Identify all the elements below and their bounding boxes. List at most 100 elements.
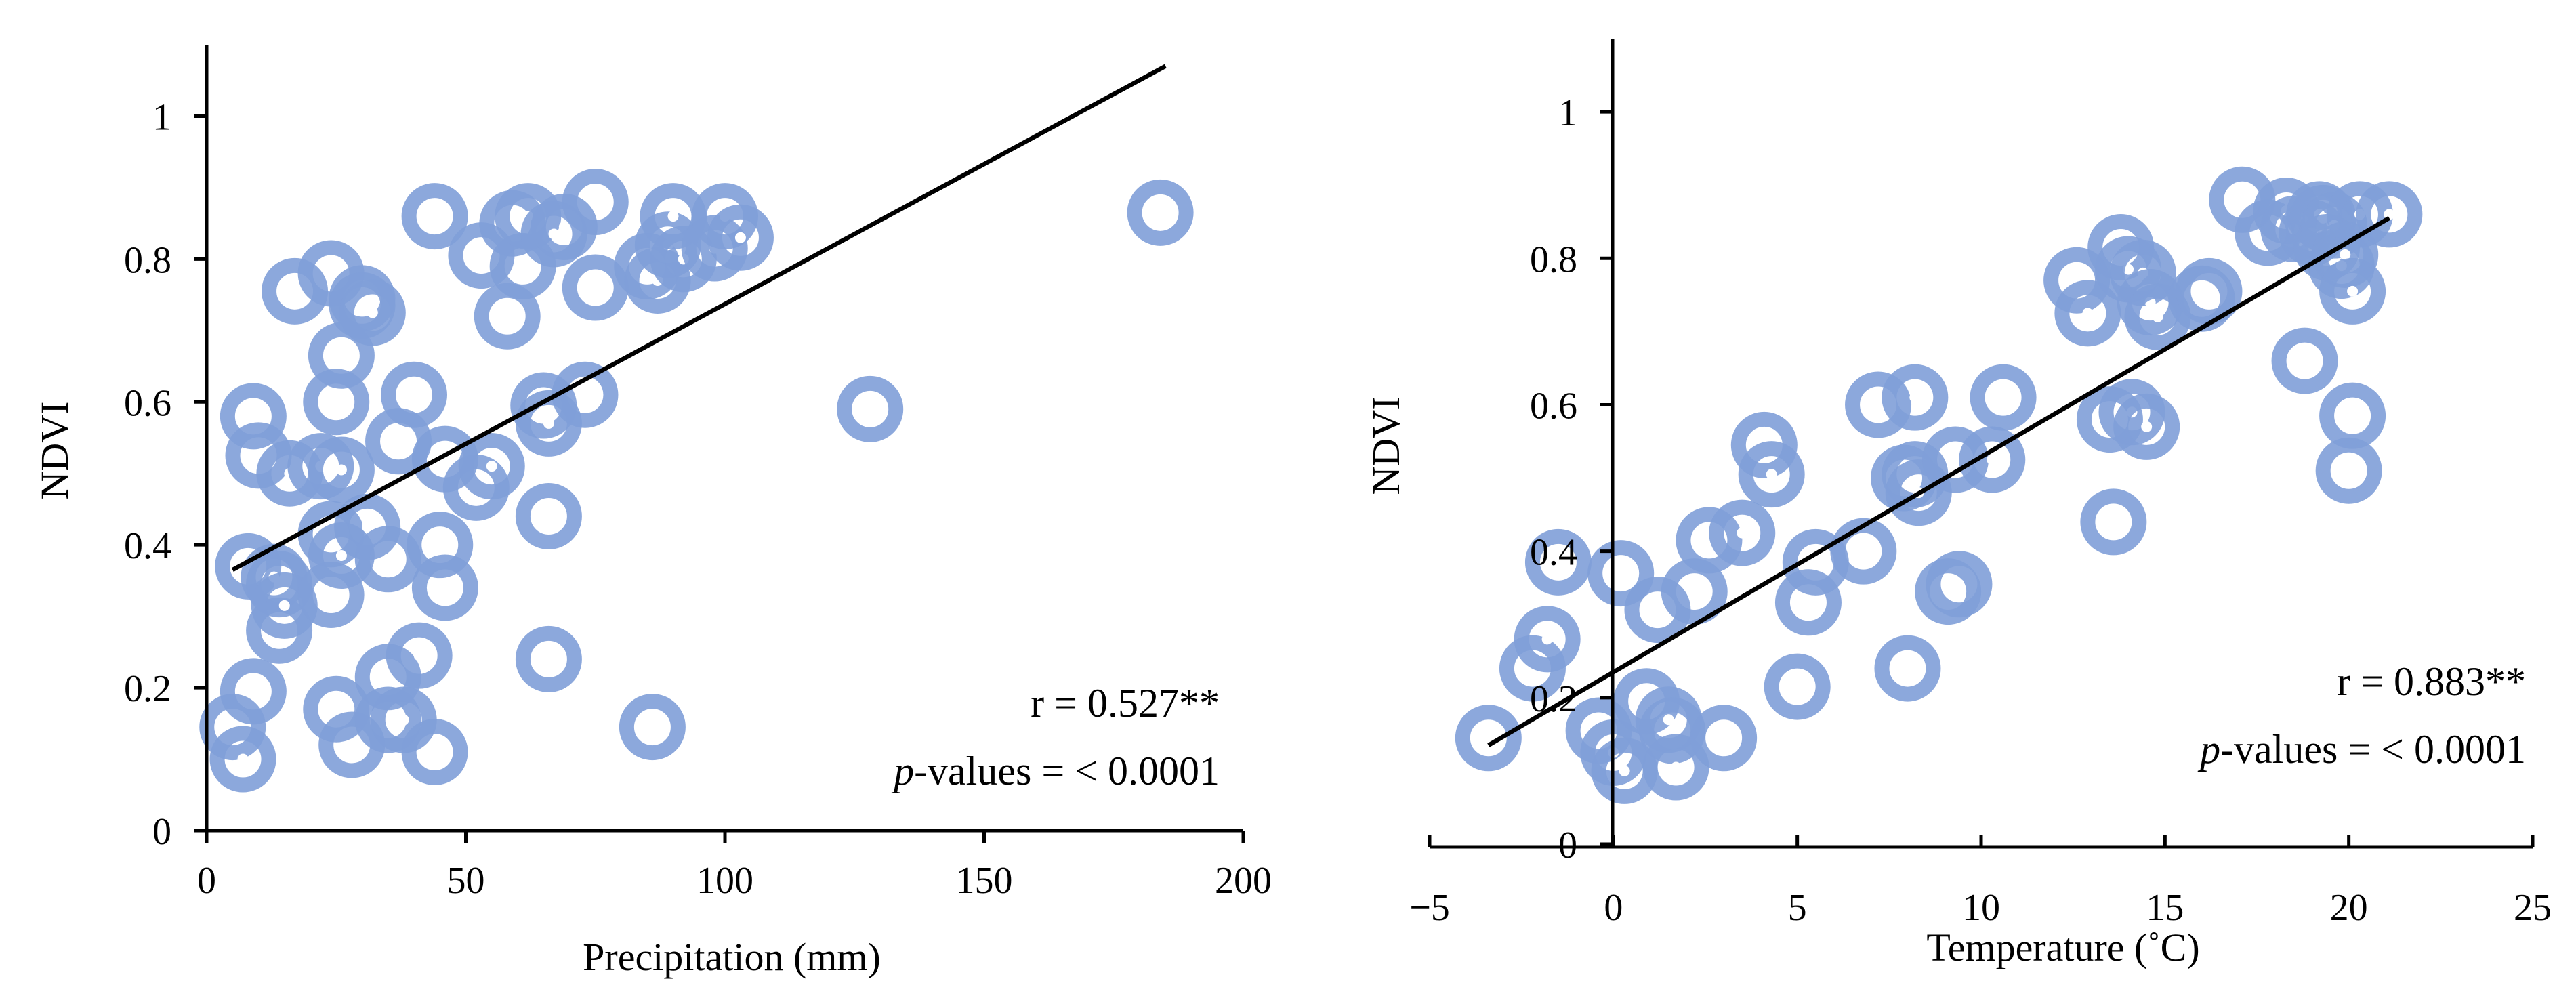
temperature-point-center — [2196, 293, 2207, 304]
precipitation-point — [1127, 179, 1194, 246]
temperature-point — [1874, 635, 1941, 702]
temperature-point — [2054, 280, 2121, 347]
precipitation-point-center — [434, 539, 446, 551]
temperature-point-center — [1943, 586, 1954, 598]
temperature-y-axis-title: NDVI — [1364, 397, 1408, 495]
temperature-point-center — [1791, 681, 1803, 692]
temperature-r-value: r = 0.883** — [2337, 659, 2526, 704]
precipitation-y-tick-label: 1 — [152, 96, 171, 138]
temperature-point — [1926, 551, 1993, 618]
precipitation-point — [220, 383, 287, 450]
temperature-point-center — [2141, 421, 2153, 432]
precipitation-point-center — [335, 350, 347, 361]
temperature-point-ring — [1709, 499, 1776, 566]
temperature-point-ring — [1587, 540, 1655, 607]
temperature-point-center — [1652, 604, 1663, 616]
precipitation-point-ring — [707, 204, 774, 271]
precipitation-point-ring — [458, 433, 525, 500]
temperature-point-center — [1873, 399, 1884, 411]
temperature-point-ring — [2080, 488, 2147, 556]
precipitation-point-center — [331, 703, 342, 715]
precipitation-point-center — [335, 464, 347, 476]
precipitation-point-center — [247, 411, 259, 422]
temperature-point-center — [1802, 597, 1814, 608]
temperature-point-center — [1953, 579, 1965, 590]
temperature-point-ring — [1676, 507, 1743, 574]
temperature-point-center — [2340, 249, 2351, 260]
temperature-y-tick-label: 1 — [1558, 92, 1577, 134]
temperature-point-center — [2237, 194, 2248, 205]
precipitation-point-ring — [220, 383, 287, 450]
precipitation-point-center — [558, 221, 570, 232]
temperature-point-center — [1615, 568, 1627, 579]
precipitation-point-ring — [515, 625, 582, 692]
temperature-point-ring — [1642, 734, 1709, 801]
precipitation-p-italic: p — [891, 749, 914, 793]
precipitation-point — [562, 169, 629, 235]
temperature-points — [1455, 166, 2423, 804]
temperature-point-center — [1858, 545, 1869, 557]
temperature-point-center — [1663, 714, 1674, 726]
precipitation-x-axis-title: Precipitation (mm) — [583, 935, 881, 979]
temperature-point-ring — [2054, 280, 2121, 347]
precipitation-point — [619, 694, 686, 761]
temperature-point-ring — [1959, 426, 2026, 493]
precipitation-point-center — [382, 554, 394, 565]
precipitation-point — [515, 625, 582, 692]
temperature-y-tick-label: 0 — [1558, 824, 1577, 867]
temperature-point-ring — [1926, 551, 1993, 618]
temperature-point-ring — [1874, 635, 1941, 702]
temperature-x-tick-label: −5 — [1409, 887, 1450, 929]
precipitation-y-axis-title: NDVI — [33, 402, 77, 500]
precipitation-point-ring — [297, 562, 365, 628]
temperature-point-center — [2347, 410, 2359, 421]
precipitation-point-center — [237, 753, 249, 765]
precipitation-point-ring — [562, 254, 629, 321]
precipitation-point — [401, 719, 468, 785]
temperature-point-ring — [1764, 653, 1831, 720]
temperature-point — [1774, 569, 1842, 636]
precipitation-point-center — [278, 600, 290, 611]
precipitation-r-value: r = 0.527** — [1031, 681, 1220, 726]
precipitation-point-center — [543, 511, 554, 522]
precipitation-y-tick-label: 0.2 — [124, 668, 171, 710]
precipitation-point-center — [517, 260, 528, 272]
precipitation-y-tick-label: 0.4 — [124, 525, 171, 567]
temperature-point-center — [1541, 633, 1553, 645]
temperature-point — [1922, 426, 1989, 493]
precipitation-p-text: -values = < 0.0001 — [914, 749, 1220, 793]
temperature-point-center — [1670, 761, 1682, 773]
temperature-p-value: p-values = < 0.0001 — [2197, 727, 2526, 772]
precipitation-point-ring — [381, 361, 447, 428]
temperature-point-ring — [1524, 528, 1592, 596]
temperature-point-center — [2082, 308, 2094, 319]
precipitation-trendline — [231, 64, 1167, 572]
precipitation-point-center — [543, 653, 554, 665]
precipitation-y-tick-label: 0.8 — [124, 239, 171, 281]
temperature-point — [1959, 426, 2026, 493]
precipitation-point — [411, 554, 478, 621]
precipitation-point-center — [439, 582, 451, 593]
precipitation-point-center — [429, 747, 440, 757]
temperature-point — [1587, 540, 1655, 607]
temperature-point — [1455, 705, 1522, 772]
precipitation-point-center — [1155, 207, 1166, 218]
precipitation-point-center — [548, 228, 560, 240]
temperature-point-ring — [2271, 327, 2338, 394]
temperature-point-ring — [1774, 569, 1842, 636]
precipitation-point-center — [409, 389, 419, 400]
precipitation-x-tick-label: 150 — [956, 860, 1013, 902]
temperature-y-tick-label: 0.4 — [1530, 532, 1577, 574]
temperature-point-center — [1737, 527, 1748, 539]
precipitation-point — [209, 726, 276, 793]
temperature-x-tick-label: 20 — [2330, 887, 2368, 929]
temperature-x-tick-label: 10 — [1962, 887, 2000, 929]
precipitation-point-center — [865, 403, 876, 415]
precipitation-point-center — [325, 268, 337, 279]
temperature-point-center — [1950, 454, 1961, 465]
temperature-point — [1514, 606, 1581, 673]
temperature-point-ring — [1514, 606, 1581, 673]
temperature-point-center — [2343, 465, 2354, 476]
temperature-point-ring — [1922, 426, 1989, 493]
temperature-point-center — [2152, 311, 2163, 322]
